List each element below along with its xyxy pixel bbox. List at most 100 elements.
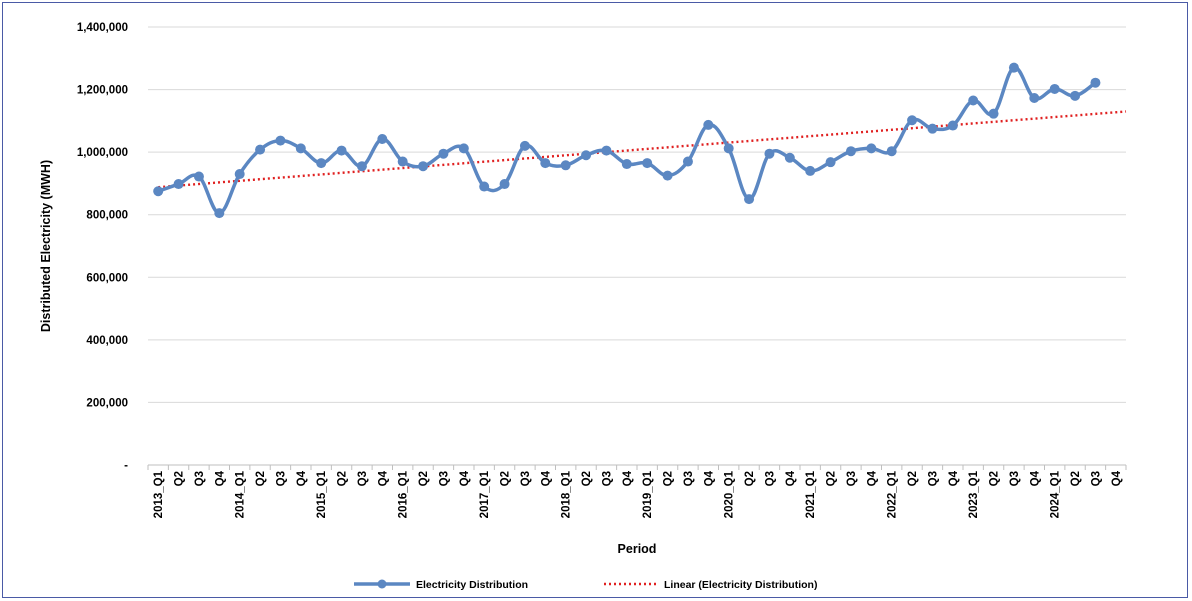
y-tick-label: 400,000 xyxy=(86,335,128,347)
data-point xyxy=(947,120,958,131)
x-tick-label: Q3 xyxy=(520,471,532,486)
data-point xyxy=(1070,90,1081,101)
x-tick-label: Q2 xyxy=(337,471,349,486)
data-point xyxy=(581,150,592,161)
data-point xyxy=(642,158,653,169)
x-tick-label: Q3 xyxy=(683,471,695,486)
x-tick-label: 2020_Q1 xyxy=(724,470,736,518)
x-tick-label: Q3 xyxy=(846,471,858,486)
data-point xyxy=(988,108,999,119)
x-tick-label: 2021_Q1 xyxy=(805,470,817,518)
x-tick-label: 2022_Q1 xyxy=(887,470,899,518)
x-tick-label: Q4 xyxy=(296,470,308,486)
x-tick-label: Q2 xyxy=(500,471,512,486)
x-axis-title: Period xyxy=(618,542,657,556)
data-point xyxy=(825,157,836,168)
x-tick-label: 2018_Q1 xyxy=(561,470,573,518)
data-point xyxy=(153,186,164,197)
data-point xyxy=(479,181,490,192)
x-tick-label: Q3 xyxy=(1009,471,1021,486)
x-tick-label: Q4 xyxy=(622,470,634,486)
data-point xyxy=(418,161,429,172)
data-point xyxy=(601,145,612,156)
x-tick-label: Q2 xyxy=(1070,471,1082,486)
legend: Electricity Distribution Linear (Electri… xyxy=(354,579,817,591)
data-point xyxy=(764,148,775,159)
x-tick-label: Q2 xyxy=(663,471,675,486)
x-tick-label: 2024_Q1 xyxy=(1050,470,1062,518)
data-point xyxy=(499,179,510,190)
x-tick-label: 2016_Q1 xyxy=(398,470,410,518)
data-point xyxy=(744,194,755,205)
y-tick-label: 1,200,000 xyxy=(77,85,128,97)
y-axis-ticks: - 200,000 400,000 600,000 800,000 1,000,000 1,… xyxy=(77,22,128,472)
y-tick-label: - xyxy=(124,460,128,472)
x-tick-label: Q4 xyxy=(1111,470,1123,486)
x-tick-label: Q2 xyxy=(744,471,756,486)
data-point xyxy=(316,158,327,169)
data-point xyxy=(458,143,469,154)
x-tick-label: Q3 xyxy=(357,471,369,486)
x-tick-label: Q2 xyxy=(581,471,593,486)
y-tick-label: 200,000 xyxy=(86,397,128,409)
x-tick-label: 2023_Q1 xyxy=(968,470,980,518)
data-point xyxy=(540,158,551,169)
data-point xyxy=(356,161,367,172)
y-axis-title: Distributed Electricity (MWH) xyxy=(39,160,53,332)
x-tick-label: Q2 xyxy=(907,471,919,486)
x-tick-label: Q4 xyxy=(214,470,226,486)
series-electricity-distribution xyxy=(153,62,1101,219)
x-tick-label: 2019_Q1 xyxy=(642,470,654,518)
x-tick-label: Q2 xyxy=(989,471,1001,486)
data-point xyxy=(1049,83,1060,94)
x-tick-label: Q3 xyxy=(275,471,287,486)
data-point xyxy=(866,143,877,154)
x-tick-label: 2015_Q1 xyxy=(316,470,328,518)
y-tick-label: 800,000 xyxy=(86,210,128,222)
x-tick-label: Q3 xyxy=(194,471,206,486)
gridlines xyxy=(148,26,1126,466)
y-tick-label: 1,000,000 xyxy=(77,147,128,159)
x-tick-label: Q3 xyxy=(927,471,939,486)
x-tick-label: Q2 xyxy=(418,471,430,486)
data-point xyxy=(295,143,306,154)
x-tick-label: Q4 xyxy=(459,470,471,486)
x-tick-label: Q4 xyxy=(377,470,389,486)
x-tick-label: Q3 xyxy=(601,471,613,486)
data-point xyxy=(907,115,918,126)
y-tick-label: 600,000 xyxy=(86,272,128,284)
data-point xyxy=(968,95,979,106)
x-tick-label: Q4 xyxy=(703,470,715,486)
data-point xyxy=(193,171,204,182)
data-point xyxy=(173,179,184,190)
x-tick-label: Q4 xyxy=(785,470,797,486)
data-point xyxy=(377,134,388,145)
legend-series-label: Electricity Distribution xyxy=(416,579,528,591)
data-point xyxy=(560,160,571,171)
data-point xyxy=(1008,62,1019,73)
x-tick-label: Q4 xyxy=(1029,470,1041,486)
x-tick-label: 2013_Q1 xyxy=(153,470,165,518)
trendline xyxy=(158,110,1127,189)
legend-trend-label: Linear (Electricity Distribution) xyxy=(664,579,817,591)
data-point xyxy=(723,143,734,154)
x-tick-label: Q3 xyxy=(438,471,450,486)
data-point xyxy=(275,135,286,146)
x-tick-label: Q2 xyxy=(826,471,838,486)
data-point xyxy=(845,146,856,157)
data-point xyxy=(927,123,938,134)
x-tick-label: Q3 xyxy=(764,471,776,486)
x-tick-label: Q4 xyxy=(866,470,878,486)
data-point xyxy=(438,148,449,159)
data-point xyxy=(1090,77,1101,88)
legend-series-marker xyxy=(377,579,387,589)
data-point xyxy=(886,146,897,157)
data-point xyxy=(703,119,714,130)
x-axis: 2013_Q1 Q2 Q3 Q4 2014_Q1 Q2 Q3 Q4 2015_Q1 Q2 Q3 Q4 2… xyxy=(147,465,1127,518)
data-point xyxy=(234,169,245,180)
x-tick-label: Q4 xyxy=(540,470,552,486)
data-point xyxy=(336,145,347,156)
data-point xyxy=(621,159,632,170)
y-tick-label: 1,400,000 xyxy=(77,22,128,34)
